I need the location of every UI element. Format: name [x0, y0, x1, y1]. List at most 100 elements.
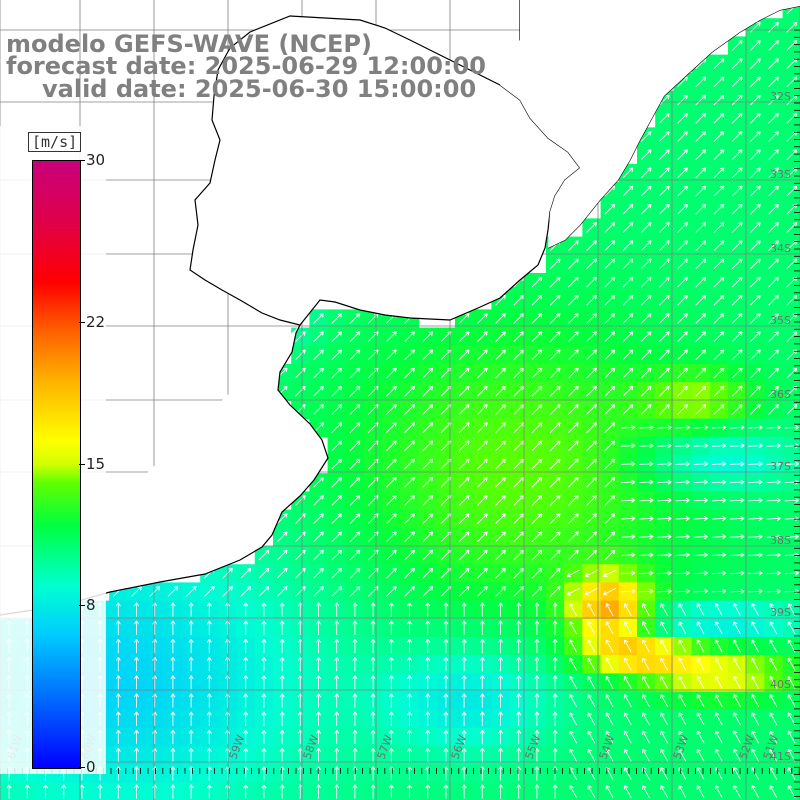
wind-arrow [640, 367, 652, 379]
wind-arrow [731, 185, 743, 197]
wind-arrow [731, 222, 743, 233]
wind-arrow [115, 693, 121, 708]
wind-arrow [748, 479, 763, 485]
wind-arrow [713, 58, 725, 69]
wind-arrow [115, 602, 121, 617]
wind-arrow [313, 313, 324, 324]
wind-arrow [604, 458, 616, 470]
wind-arrow [750, 385, 761, 397]
wind-arrow [477, 422, 488, 433]
wind-arrow [404, 567, 415, 579]
wind-arrow [406, 693, 413, 708]
wind-arrow [748, 443, 763, 449]
wind-arrow [620, 461, 636, 467]
wind-arrow [552, 638, 558, 654]
wind-arrow [787, 603, 796, 617]
wind-arrow [750, 349, 761, 361]
wind-arrow [549, 331, 561, 342]
wind-arrow [477, 404, 488, 415]
wind-arrow [425, 638, 431, 654]
wind-arrow [531, 367, 543, 379]
wind-arrow [568, 404, 579, 415]
wind-arrow [693, 588, 708, 594]
wind-arrow [531, 586, 543, 597]
wind-arrow [586, 513, 597, 524]
wind-arrow [786, 112, 798, 124]
wind-arrow [115, 638, 121, 654]
wind-arrow [677, 276, 688, 288]
wind-arrow [458, 349, 470, 361]
wind-arrow [534, 675, 540, 690]
wind-arrow [713, 240, 725, 251]
wind-arrow [370, 657, 376, 672]
wind-arrow [386, 513, 397, 524]
wind-arrow [675, 461, 690, 467]
wind-arrow [605, 748, 614, 762]
wind-arrow [425, 748, 431, 763]
wind-arrow [479, 748, 485, 763]
wind-arrow [586, 313, 597, 324]
wind-arrow [604, 476, 616, 488]
wind-arrow [730, 588, 745, 594]
wind-arrow [586, 458, 597, 470]
wind-arrow [659, 94, 670, 106]
wind-arrow [167, 586, 179, 597]
wind-arrow [787, 675, 796, 689]
wind-arrow [549, 349, 561, 361]
wind-arrow [531, 440, 543, 452]
wind-arrow [640, 349, 652, 361]
wind-arrow [549, 531, 561, 543]
wind-arrow [188, 711, 194, 726]
wind-arrow [352, 657, 358, 672]
wind-arrow [315, 693, 322, 708]
wind-arrow [549, 549, 561, 561]
wind-arrow [622, 331, 634, 342]
wind-arrow [604, 367, 616, 379]
wind-arrow [696, 785, 705, 799]
wind-arrow [768, 240, 779, 251]
wind-arrow [425, 602, 431, 617]
wind-arrow [768, 131, 779, 142]
wind-arrow [711, 588, 727, 594]
wind-cell [600, 782, 620, 800]
wind-arrow [677, 222, 688, 233]
wind-arrow [769, 675, 778, 689]
wind-arrow [623, 603, 632, 617]
wind-arrow [349, 531, 361, 543]
wind-arrow [711, 534, 727, 540]
lat-label: 35S [770, 314, 791, 327]
wind-arrow [620, 570, 636, 576]
wind-arrow [334, 693, 340, 708]
wind-arrow [713, 313, 725, 324]
wind-arrow [750, 58, 761, 69]
wind-arrow [115, 675, 121, 690]
wind-arrow [766, 588, 781, 594]
wind-arrow [386, 476, 397, 488]
wind-arrow [604, 331, 616, 342]
wind-arrow [660, 675, 669, 689]
wind-arrow [370, 675, 376, 690]
wind-arrow [696, 748, 705, 762]
wind-arrow [258, 586, 270, 597]
wind-arrow [675, 570, 690, 576]
wind-arrow [497, 693, 504, 708]
wind-arrow [786, 222, 798, 233]
wind-arrow [696, 603, 705, 617]
wind-arrow [497, 748, 504, 763]
wind-arrow [659, 385, 670, 397]
wind-arrow [115, 748, 121, 763]
wind-arrow [349, 349, 361, 361]
wind-arrow [349, 440, 361, 452]
wind-arrow [386, 404, 397, 415]
wind-arrow [623, 694, 632, 708]
wind-arrow [766, 424, 781, 431]
wind-arrow [768, 58, 779, 69]
wind-cell [764, 782, 784, 800]
wind-arrow [769, 639, 778, 653]
wind-arrow [261, 784, 267, 799]
wind-arrow [586, 549, 597, 561]
wind-arrow [170, 711, 176, 726]
wind-arrow [675, 588, 690, 594]
wind-arrow [495, 349, 506, 361]
wind-arrow [315, 675, 322, 690]
